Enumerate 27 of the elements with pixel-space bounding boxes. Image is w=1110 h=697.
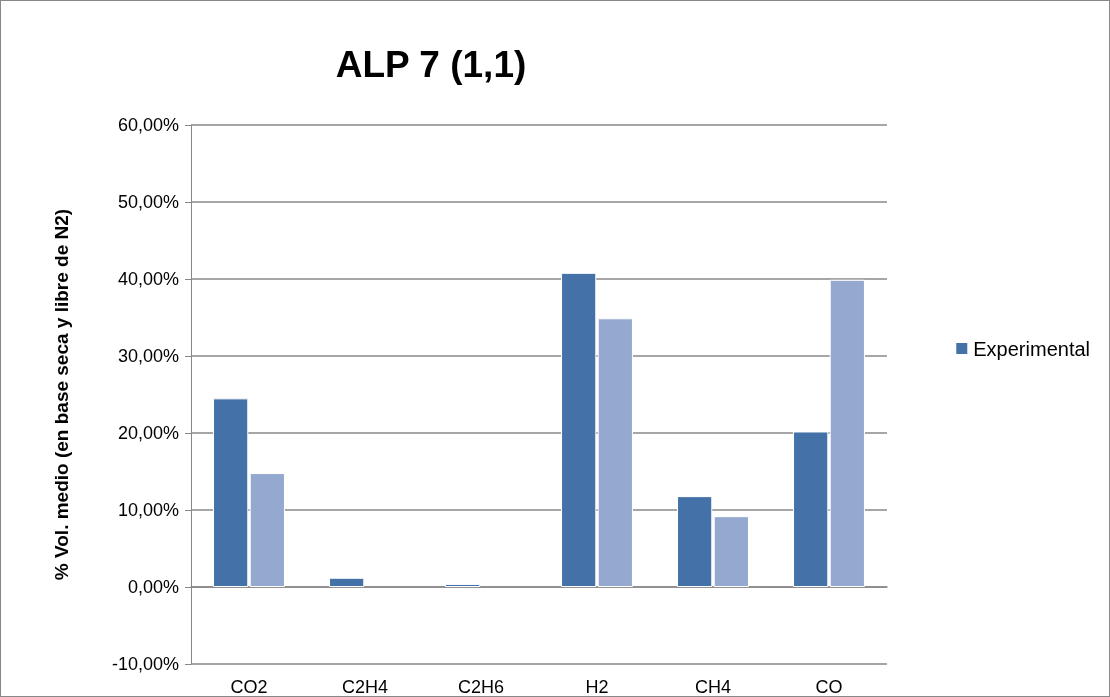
bar (793, 431, 829, 587)
chart-title: ALP 7 (1,1) (335, 44, 527, 85)
x-tick-label: C2H4 (341, 677, 389, 697)
y-tick-label: 50,00% (117, 192, 179, 212)
x-tick-label: CO (815, 677, 843, 697)
bar (713, 516, 749, 587)
y-tick-label: 0,00% (127, 577, 179, 597)
y-tick-label: 40,00% (117, 269, 179, 289)
x-tick-label: C2H6 (457, 677, 505, 697)
bar (597, 318, 633, 587)
x-tick-label: H2 (585, 677, 609, 697)
bar (213, 398, 249, 587)
bar (561, 272, 597, 587)
bar (445, 583, 481, 587)
bar (249, 473, 285, 587)
legend-label: Experimental (973, 337, 1090, 360)
y-tick-label: 60,00% (117, 115, 179, 135)
x-tick-label: CH4 (694, 677, 732, 697)
x-tick-label: CO2 (230, 677, 268, 697)
bar (829, 279, 865, 587)
y-tick-label: 10,00% (117, 500, 179, 520)
y-tick-label: -10,00% (111, 654, 179, 674)
bar (329, 577, 365, 587)
y-tick-label: 30,00% (117, 346, 179, 366)
y-tick-label: 20,00% (117, 423, 179, 443)
bar (677, 496, 713, 587)
y-axis-title: % Vol. medio (en base seca y libre de N2) (51, 208, 72, 581)
